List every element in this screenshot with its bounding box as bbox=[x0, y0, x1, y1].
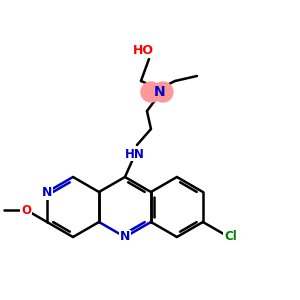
Text: HO: HO bbox=[133, 44, 154, 56]
Circle shape bbox=[153, 82, 173, 102]
Text: HN: HN bbox=[125, 148, 145, 160]
Text: N: N bbox=[154, 85, 166, 99]
Text: O: O bbox=[21, 203, 31, 217]
Text: N: N bbox=[42, 185, 52, 199]
Text: N: N bbox=[120, 230, 130, 244]
Circle shape bbox=[141, 82, 161, 102]
Text: Cl: Cl bbox=[224, 230, 237, 242]
